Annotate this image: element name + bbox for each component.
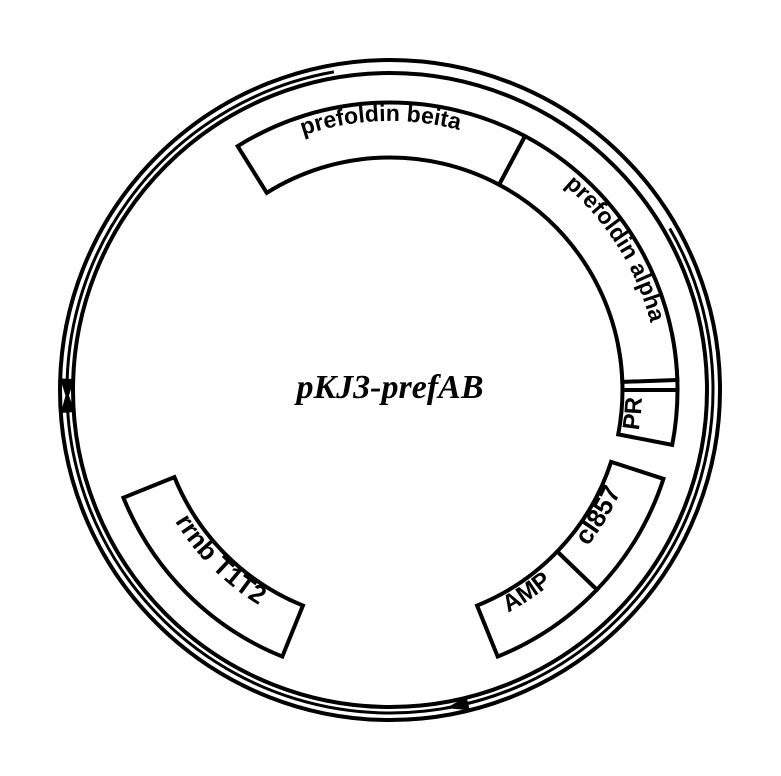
plasmid-diagram: PLPRcI857AMPrrnb T1T2prefoldin beitapref… <box>0 0 781 776</box>
feature-label-pr: PR <box>618 396 648 431</box>
feature-box-prefoldin-alpha <box>499 136 677 382</box>
direction-arc-1 <box>67 390 527 713</box>
plasmid-title: pKJ3-prefAB <box>294 369 484 406</box>
direction-arc-0 <box>446 229 713 709</box>
